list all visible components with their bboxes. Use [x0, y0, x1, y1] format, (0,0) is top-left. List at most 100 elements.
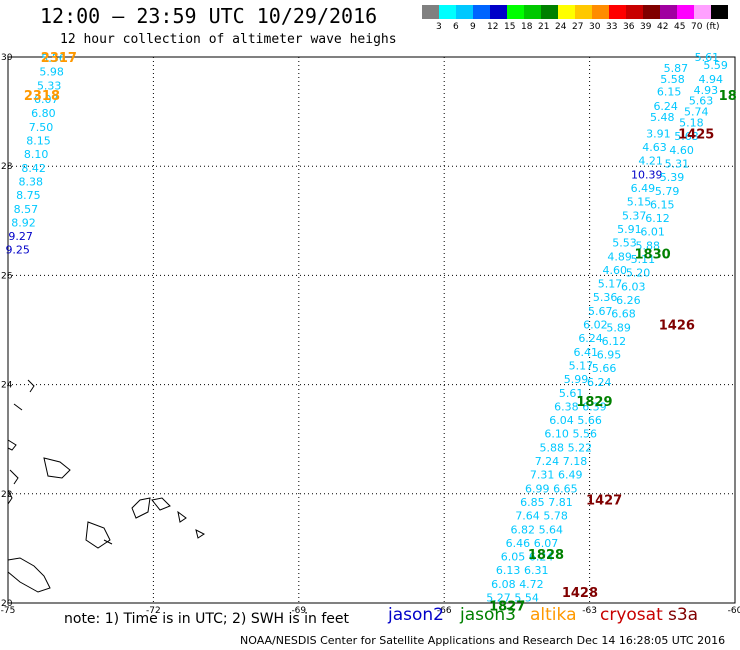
- swh-value: 5.54: [514, 592, 539, 605]
- legend-swatch: [711, 5, 728, 19]
- lon-tick-label: -75: [1, 606, 16, 616]
- legend-label: 18: [521, 22, 533, 32]
- swh-value: 6.24: [587, 376, 612, 389]
- swh-value: 6.24: [529, 551, 554, 564]
- pass-time-label: 2318: [24, 89, 60, 104]
- legend-altika: altika: [530, 605, 577, 625]
- swh-value: 5.66: [577, 414, 602, 427]
- swh-value: 5.88: [540, 441, 565, 454]
- swh-value: 5.11: [631, 253, 656, 266]
- legend-swatch: [541, 5, 558, 19]
- legend-label: 21: [538, 22, 550, 32]
- legend-swatch: [456, 5, 473, 19]
- legend-label: 33: [606, 22, 618, 32]
- swh-value: 7.24: [535, 455, 560, 468]
- swh-value: 6.41: [573, 346, 598, 359]
- pass-time-label: 1428: [562, 586, 598, 601]
- coastline: [7, 439, 17, 451]
- lat-tick-label: 22: [1, 490, 12, 500]
- legend-label: 27: [572, 22, 584, 32]
- legend-swatch: [575, 5, 592, 19]
- swh-value: 5.59: [703, 59, 728, 72]
- swh-value: 6.82: [510, 523, 535, 536]
- swh-value: 8.15: [26, 135, 51, 148]
- lat-tick-label: 24: [1, 381, 13, 391]
- swh-value: 5.89: [606, 321, 631, 334]
- swh-value: 5.63: [689, 95, 714, 108]
- swh-value: 5.64: [539, 523, 564, 536]
- swh-value: 9.25: [5, 244, 30, 257]
- pass-time-label: 18: [719, 89, 737, 104]
- pass-time-label: 1827: [489, 600, 525, 615]
- coastline: [7, 557, 51, 593]
- swh-value: 5.79: [655, 185, 680, 198]
- swh-value: 7.31: [530, 469, 555, 482]
- coastline: [151, 497, 171, 511]
- legend-label: 3: [436, 22, 442, 32]
- swh-value: 6.99: [525, 482, 550, 495]
- swh-value: 6.15: [657, 85, 682, 98]
- legend-jason2: jason2: [388, 605, 444, 625]
- swh-value: 6.12: [645, 212, 670, 225]
- map-frame: [7, 56, 736, 604]
- pass-time-label: 1427: [586, 493, 622, 508]
- swh-value: 6.80: [31, 107, 56, 120]
- swh-value: 9.27: [8, 230, 33, 243]
- map-title: 12:00 — 23:59 UTC 10/29/2016: [40, 4, 378, 28]
- swh-value: 4.72: [519, 578, 544, 591]
- legend-label: 9: [470, 22, 476, 32]
- legend-swatch: [473, 5, 490, 19]
- coastline: [7, 489, 13, 505]
- swh-value: 6.49: [558, 469, 583, 482]
- pass-time-label: 1828: [528, 548, 564, 563]
- swh-value: 5.17: [598, 278, 623, 291]
- legend-swatch: [422, 5, 439, 19]
- legend-swatch: [439, 5, 456, 19]
- lat-tick-label: 30: [1, 53, 13, 63]
- swh-value: 5.87: [664, 62, 689, 75]
- swh-value: 6.05: [501, 551, 526, 564]
- swh-value: 6.38: [554, 400, 579, 413]
- swh-value: 6.10: [544, 428, 569, 441]
- swh-value: 6.68: [611, 308, 636, 321]
- legend-s3a: s3a: [668, 605, 699, 625]
- swh-value: 4.94: [699, 73, 724, 86]
- legend-label: 70: [691, 22, 703, 32]
- swh-value: 5.39: [660, 171, 685, 184]
- swh-value: 7.64: [515, 510, 540, 523]
- swh-value: 6.39: [582, 400, 607, 413]
- coastline: [85, 521, 111, 549]
- swh-value: 5.78: [543, 510, 568, 523]
- pass-time-label: 1830: [635, 248, 671, 263]
- swh-value: 5.56: [41, 52, 66, 65]
- legend-label: 15: [504, 22, 516, 32]
- swh-value: 5.37: [622, 209, 647, 222]
- swh-value: 5.48: [650, 111, 675, 124]
- lon-tick-label: -66: [437, 606, 452, 616]
- legend-label: 12: [487, 22, 499, 32]
- swh-value: 6.01: [640, 226, 665, 239]
- swh-value: 8.92: [11, 216, 36, 229]
- legend-label: 30: [589, 22, 601, 32]
- swh-value: 10.39: [631, 168, 663, 181]
- lat-tick-label: 26: [1, 271, 13, 281]
- swh-value: 5.61: [559, 387, 584, 400]
- swh-value: 5.27: [486, 592, 511, 605]
- swh-value: 8.75: [16, 189, 41, 202]
- swh-value: 6.24: [653, 100, 678, 113]
- coastline: [131, 497, 151, 519]
- swh-value: 5.56: [573, 428, 598, 441]
- legend-label: 45: [674, 22, 686, 32]
- swh-value: 6.04: [549, 414, 574, 427]
- swh-value: 8.10: [24, 148, 49, 161]
- legend-swatch: [507, 5, 524, 19]
- swh-value: 5.17: [569, 359, 594, 372]
- legend-swatch: [694, 5, 711, 19]
- coastline: [9, 469, 19, 485]
- swh-value: 4.93: [694, 84, 719, 97]
- coastline: [177, 510, 187, 523]
- legend-label: 36: [623, 22, 635, 32]
- swh-value: 5.58: [660, 73, 685, 86]
- swh-value: 6.46: [506, 537, 531, 550]
- swh-value: 8.38: [19, 175, 44, 188]
